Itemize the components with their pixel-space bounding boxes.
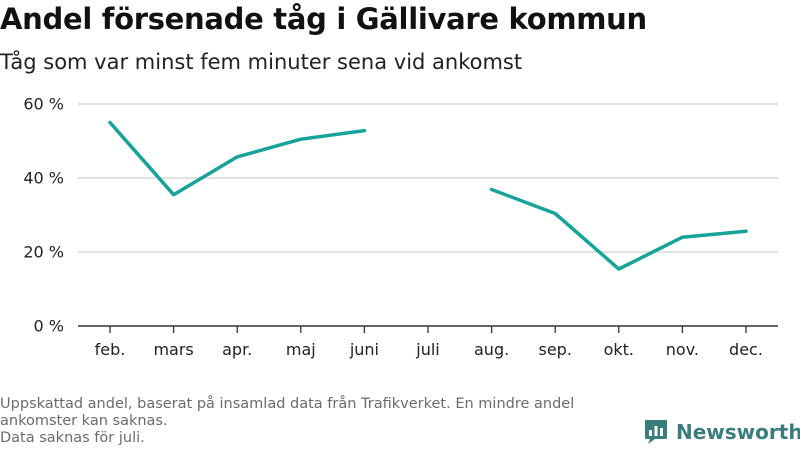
x-tick-label: juli	[415, 340, 439, 359]
bar-chart-logo-icon	[645, 420, 667, 444]
y-tick-label: 40 %	[23, 169, 64, 188]
y-tick-label: 20 %	[23, 243, 64, 262]
line-chart: 0 % 20 % 40 % 60 % feb. mars apr. maj juni juli a…	[23, 95, 778, 359]
chart-title: Andel försenade tåg i Gällivare kommun	[0, 2, 647, 36]
x-tick-label: feb.	[95, 340, 126, 359]
chart-subtitle: Tåg som var minst fem minuter sena vid a…	[0, 50, 523, 74]
x-axis: feb. mars apr. maj juni juli aug. sep. okt. nov. d…	[78, 325, 778, 359]
footer-note-line-3: Data saknas för juli.	[0, 430, 145, 446]
x-tick-label: mars	[153, 340, 193, 359]
x-tick-label: sep.	[538, 340, 571, 359]
y-tick-label: 0 %	[34, 317, 64, 336]
x-tick-label: nov.	[666, 340, 699, 359]
brand-name: Newsworthy	[676, 420, 800, 444]
grid-layer	[78, 103, 778, 253]
chart-footer: Uppskattad andel, baserat på insamlad da…	[0, 396, 640, 447]
footer-note-line-1: Uppskattad andel, baserat på insamlad da…	[0, 396, 575, 412]
x-tick-label: okt.	[604, 340, 634, 359]
x-tick-label: juni	[349, 340, 379, 359]
series-line	[489, 187, 748, 271]
y-tick-label: 60 %	[23, 95, 64, 114]
series-line	[108, 120, 367, 197]
x-tick-label: apr.	[222, 340, 252, 359]
series-layer	[108, 120, 748, 271]
x-tick-label: aug.	[474, 340, 509, 359]
brand-logo: Newsworthy	[644, 419, 800, 445]
x-tick-label: maj	[286, 340, 316, 359]
y-axis: 0 % 20 % 40 % 60 %	[23, 95, 64, 336]
footer-note-line-2: ankomster kan saknas.	[0, 413, 168, 429]
x-tick-label: dec.	[729, 340, 763, 359]
